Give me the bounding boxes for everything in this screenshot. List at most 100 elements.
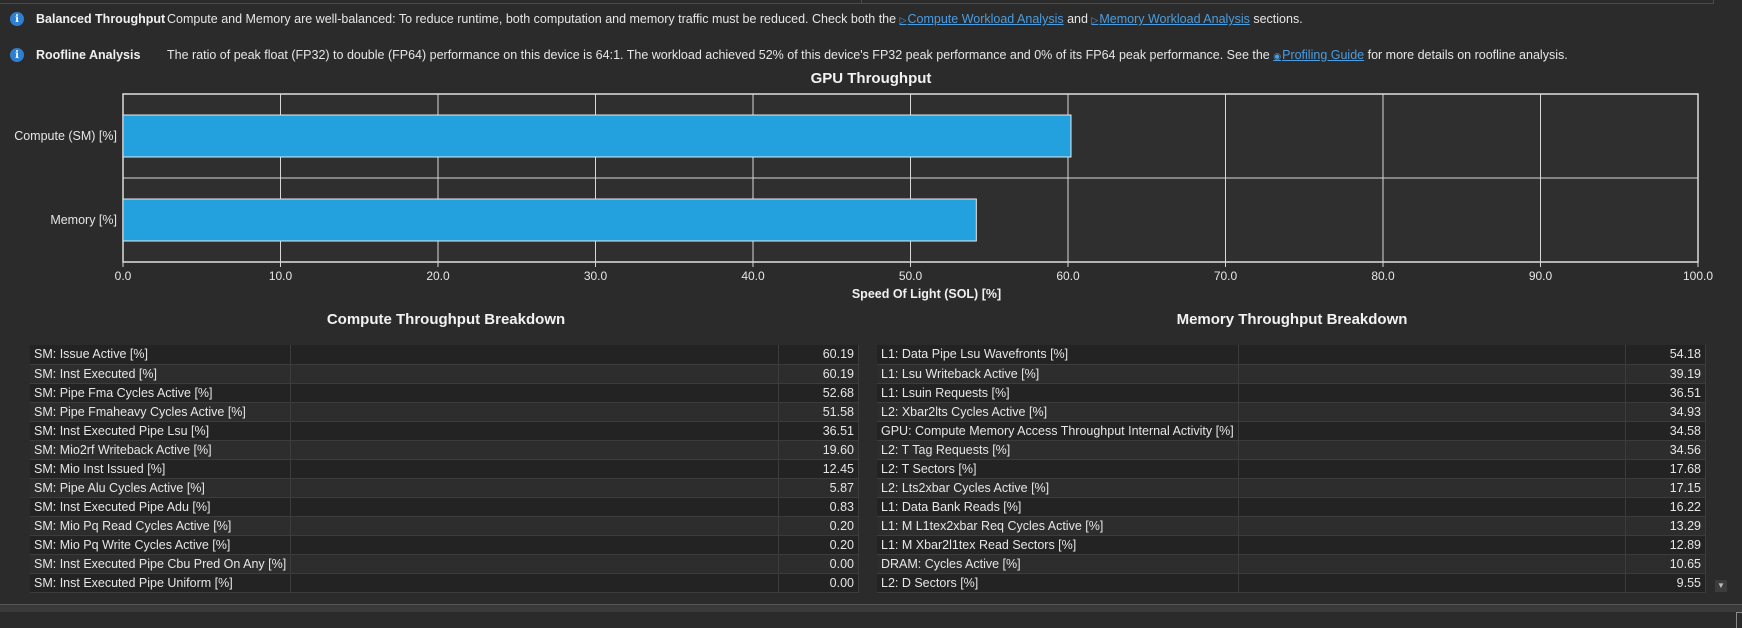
table-row[interactable]: SM: Inst Executed Pipe Lsu [%] 36.51 — [30, 421, 859, 441]
metric-value: 12.45 — [778, 459, 859, 479]
rule-roofline-analysis: i Roofline Analysis The ratio of peak fl… — [0, 45, 1714, 65]
table-cell-spacer — [290, 345, 779, 365]
metric-value: 39.19 — [1625, 364, 1706, 384]
x-tick-label: 100.0 — [1683, 269, 1713, 283]
table-row[interactable]: SM: Mio Inst Issued [%] 12.45 — [30, 459, 859, 479]
metric-value: 9.55 — [1625, 573, 1706, 593]
rule-text: sections. — [1253, 12, 1303, 26]
table-row[interactable]: L2: Xbar2lts Cycles Active [%] 34.93 — [877, 402, 1706, 422]
table-row[interactable]: SM: Pipe Alu Cycles Active [%] 5.87 — [30, 478, 859, 498]
link-arrow-icon: ▷ — [899, 15, 907, 25]
metric-name: SM: Inst Executed Pipe Cbu Pred On Any [… — [30, 554, 292, 574]
table-row[interactable]: L2: Lts2xbar Cycles Active [%] 17.15 — [877, 478, 1706, 498]
table-row[interactable]: L1: M Xbar2l1tex Read Sectors [%] 12.89 — [877, 535, 1706, 555]
metric-value: 52.68 — [778, 383, 859, 403]
table-row[interactable]: L1: M L1tex2xbar Req Cycles Active [%] 13… — [877, 516, 1706, 536]
table-row[interactable]: SM: Issue Active [%] 60.19 — [30, 345, 859, 365]
x-tick-label: 70.0 — [1214, 269, 1238, 283]
info-icon: i — [10, 48, 24, 62]
x-tick-label: 0.0 — [115, 269, 132, 283]
metric-name: L2: Lts2xbar Cycles Active [%] — [877, 478, 1239, 498]
table-cell-spacer — [290, 402, 779, 422]
globe-icon: ◉ — [1273, 51, 1282, 61]
table-cell-spacer — [1238, 478, 1627, 498]
table-cell-spacer — [1238, 421, 1627, 441]
rule-text: for more details on roofline analysis. — [1367, 48, 1568, 62]
link-arrow-icon: ▷ — [1091, 15, 1099, 25]
table-row[interactable]: L2: T Tag Requests [%] 34.56 — [877, 440, 1706, 460]
metric-value: 54.18 — [1625, 345, 1706, 365]
table-row[interactable]: L1: Lsuin Requests [%] 36.51 — [877, 383, 1706, 403]
rule-text: and — [1067, 12, 1088, 26]
table-row[interactable]: L1: Lsu Writeback Active [%] 39.19 — [877, 364, 1706, 384]
table-cell-spacer — [290, 383, 779, 403]
metric-name: L1: Lsuin Requests [%] — [877, 383, 1239, 403]
chart-title: GPU Throughput — [810, 70, 932, 87]
resize-handle[interactable] — [1736, 612, 1742, 628]
rule-description: The ratio of peak float (FP32) to double… — [167, 48, 1568, 62]
metric-value: 36.51 — [1625, 383, 1706, 403]
table-row[interactable]: SM: Inst Executed Pipe Cbu Pred On Any [… — [30, 554, 859, 574]
table-row[interactable]: L1: Data Pipe Lsu Wavefronts [%] 54.18 — [877, 345, 1706, 365]
metric-value: 17.68 — [1625, 459, 1706, 479]
metric-value: 17.15 — [1625, 478, 1706, 498]
table-cell-spacer — [290, 440, 779, 460]
metric-name: SM: Issue Active [%] — [30, 345, 292, 365]
metric-value: 34.56 — [1625, 440, 1706, 460]
link-label: Compute Workload Analysis — [907, 12, 1064, 26]
table-row[interactable]: SM: Mio Pq Read Cycles Active [%] 0.20 — [30, 516, 859, 536]
metric-name: L1: Data Pipe Lsu Wavefronts [%] — [877, 345, 1239, 365]
metric-value: 5.87 — [778, 478, 859, 498]
metric-name: SM: Inst Executed Pipe Adu [%] — [30, 497, 292, 517]
scroll-down-arrow-icon[interactable]: ▼ — [1715, 580, 1727, 592]
metric-name: L2: T Sectors [%] — [877, 459, 1239, 479]
metric-name: L2: T Tag Requests [%] — [877, 440, 1239, 460]
table-row[interactable]: GPU: Compute Memory Access Throughput In… — [877, 421, 1706, 441]
link-label: Memory Workload Analysis — [1099, 12, 1250, 26]
metric-value: 0.20 — [778, 535, 859, 555]
table-cell-spacer — [1238, 440, 1627, 460]
rule-description: Compute and Memory are well-balanced: To… — [167, 12, 1303, 26]
horizontal-scrollbar[interactable] — [0, 604, 1742, 612]
profiling-guide-link[interactable]: ◉Profiling Guide — [1273, 48, 1364, 62]
table-row[interactable]: L2: D Sectors [%] 9.55 — [877, 573, 1706, 593]
vertical-scrollbar[interactable] — [1714, 0, 1728, 600]
table-cell-spacer — [1238, 554, 1627, 574]
metric-name: SM: Inst Executed Pipe Uniform [%] — [30, 573, 292, 593]
memory-workload-analysis-link[interactable]: ▷Memory Workload Analysis — [1091, 12, 1249, 26]
compute-workload-analysis-link[interactable]: ▷Compute Workload Analysis — [900, 12, 1064, 26]
table-row[interactable]: SM: Pipe Fmaheavy Cycles Active [%] 51.58 — [30, 402, 859, 422]
x-tick-label: 80.0 — [1371, 269, 1395, 283]
bottom-strip — [0, 612, 1742, 628]
table-row[interactable]: L1: Data Bank Reads [%] 16.22 — [877, 497, 1706, 517]
metric-name: L1: M L1tex2xbar Req Cycles Active [%] — [877, 516, 1239, 536]
table-row[interactable]: SM: Inst Executed Pipe Adu [%] 0.83 — [30, 497, 859, 517]
table-cell-spacer — [1238, 459, 1627, 479]
table-row[interactable]: L2: T Sectors [%] 17.68 — [877, 459, 1706, 479]
table-row[interactable]: DRAM: Cycles Active [%] 10.65 — [877, 554, 1706, 574]
table-row[interactable]: SM: Inst Executed Pipe Uniform [%] 0.00 — [30, 573, 859, 593]
table-row[interactable]: SM: Inst Executed [%] 60.19 — [30, 364, 859, 384]
table-row[interactable]: SM: Mio2rf Writeback Active [%] 19.60 — [30, 440, 859, 460]
previous-table-cell — [862, 0, 1714, 3]
metric-name: L2: Xbar2lts Cycles Active [%] — [877, 402, 1239, 422]
x-tick-label: 20.0 — [426, 269, 450, 283]
metric-name: SM: Mio Pq Write Cycles Active [%] — [30, 535, 292, 555]
table-cell-spacer — [290, 554, 779, 574]
category-label: Memory [%] — [50, 213, 117, 227]
table-row[interactable]: SM: Pipe Fma Cycles Active [%] 52.68 — [30, 383, 859, 403]
table-row[interactable]: SM: Mio Pq Write Cycles Active [%] 0.20 — [30, 535, 859, 555]
x-axis-label: Speed Of Light (SOL) [%] — [852, 287, 1001, 301]
table-cell-spacer — [290, 478, 779, 498]
table-cell-spacer — [290, 535, 779, 555]
metric-name: DRAM: Cycles Active [%] — [877, 554, 1239, 574]
previous-table-edge — [0, 0, 1714, 4]
metric-value: 60.19 — [778, 345, 859, 365]
table-cell-spacer — [290, 573, 779, 593]
metric-name: SM: Inst Executed Pipe Lsu [%] — [30, 421, 292, 441]
metric-value: 0.00 — [778, 573, 859, 593]
x-tick-label: 90.0 — [1529, 269, 1553, 283]
compute-breakdown-title: Compute Throughput Breakdown — [326, 311, 566, 328]
metric-name: GPU: Compute Memory Access Throughput In… — [877, 421, 1239, 441]
